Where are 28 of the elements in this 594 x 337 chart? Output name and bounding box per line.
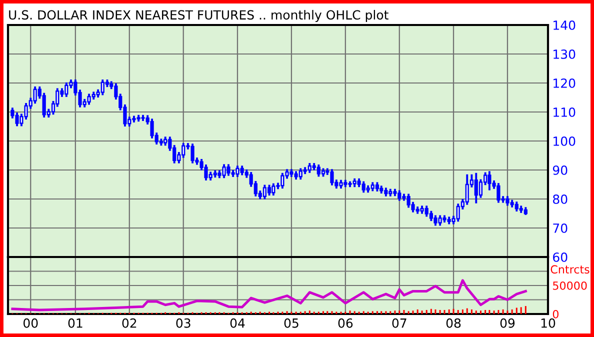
x-tick-label: 02 (122, 318, 136, 328)
y-tick-label: 120 (554, 78, 576, 88)
y-tick-label: 140 (554, 20, 576, 30)
y-axis-title: Cntrcts (550, 265, 590, 274)
y-tick-label: 80 (553, 194, 568, 204)
x-tick-label: 00 (23, 318, 38, 328)
y-tick-label: 60 (553, 252, 568, 262)
x-tick-label: 06 (338, 318, 353, 328)
x-tick-label: 10 (541, 318, 556, 328)
y-tick-label: 130 (554, 49, 576, 59)
x-tick-label: 03 (176, 318, 190, 328)
chart-title: U.S. DOLLAR INDEX NEAREST FUTURES .. monthly OHLC plot (9, 10, 388, 22)
x-tick-label: 01 (68, 318, 82, 328)
candlestick (375, 181, 380, 192)
x-tick-label: 07 (392, 318, 406, 328)
x-tick-label: 05 (284, 318, 298, 328)
y-tick-label: 100 (554, 136, 576, 146)
y-tick-label: 50000 (553, 281, 587, 290)
y-tick-label: 0 (552, 310, 558, 318)
x-tick-label: 08 (446, 318, 461, 328)
candlestick (478, 178, 483, 199)
y-tick-label: 90 (552, 165, 568, 175)
line-series (11, 279, 527, 312)
y-tick-label: 110 (554, 107, 576, 117)
candlestick (267, 184, 272, 196)
y-tick-label: 70 (553, 223, 568, 233)
x-tick-label: 09 (500, 318, 515, 328)
x-tick-label: 04 (230, 318, 245, 328)
